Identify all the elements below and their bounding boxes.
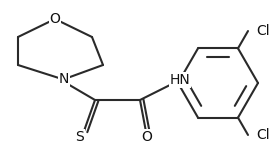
Text: S: S [76,130,84,144]
Text: HN: HN [170,73,190,87]
Text: N: N [59,72,69,86]
Text: Cl: Cl [256,24,270,38]
Text: Cl: Cl [256,128,270,142]
Text: O: O [50,12,61,26]
Text: O: O [142,130,152,144]
